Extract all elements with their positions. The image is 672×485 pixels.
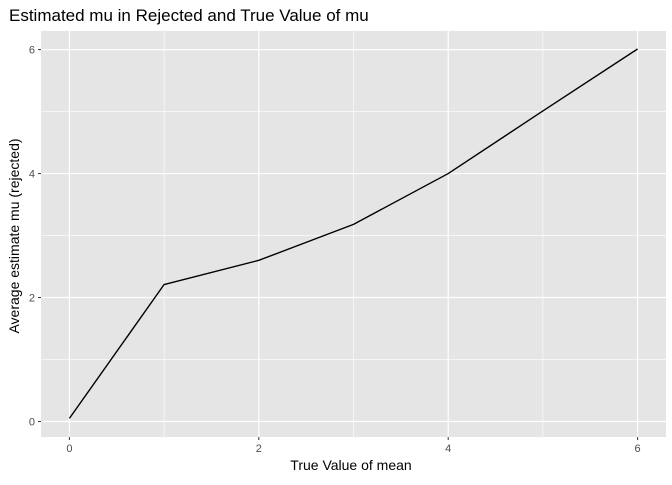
x-tick-label: 4 [445,443,451,455]
x-axis-title: True Value of mean [290,457,411,473]
y-tick-label: 6 [29,45,35,57]
x-tick-label: 0 [66,443,72,455]
x-tick-label: 6 [635,443,641,455]
y-tick-label: 4 [29,169,35,181]
y-axis-title: Average estimate mu (rejected) [6,138,22,333]
y-tick-label: 2 [29,293,35,305]
x-axis: 0 2 4 6 [66,437,640,455]
x-tick-label: 2 [256,443,262,455]
y-tick-label: 0 [29,417,35,429]
chart-title: Estimated mu in Rejected and True Value … [9,6,369,25]
y-axis: 0 2 4 6 [29,45,41,429]
